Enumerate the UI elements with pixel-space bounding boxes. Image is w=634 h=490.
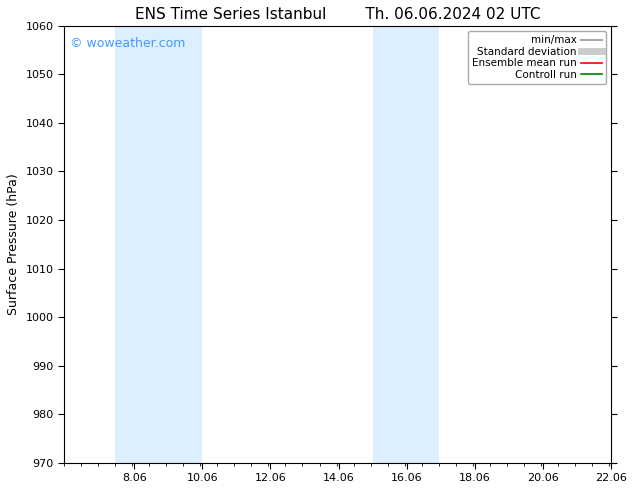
Text: © woweather.com: © woweather.com: [70, 37, 185, 50]
Bar: [373, 26, 439, 463]
Y-axis label: Surface Pressure (hPa): Surface Pressure (hPa): [7, 173, 20, 315]
Title: ENS Time Series Istanbul        Th. 06.06.2024 02 UTC: ENS Time Series Istanbul Th. 06.06.2024 …: [135, 7, 540, 22]
Legend: min/max, Standard deviation, Ensemble mean run, Controll run: min/max, Standard deviation, Ensemble me…: [468, 31, 606, 84]
Bar: [115, 26, 202, 463]
